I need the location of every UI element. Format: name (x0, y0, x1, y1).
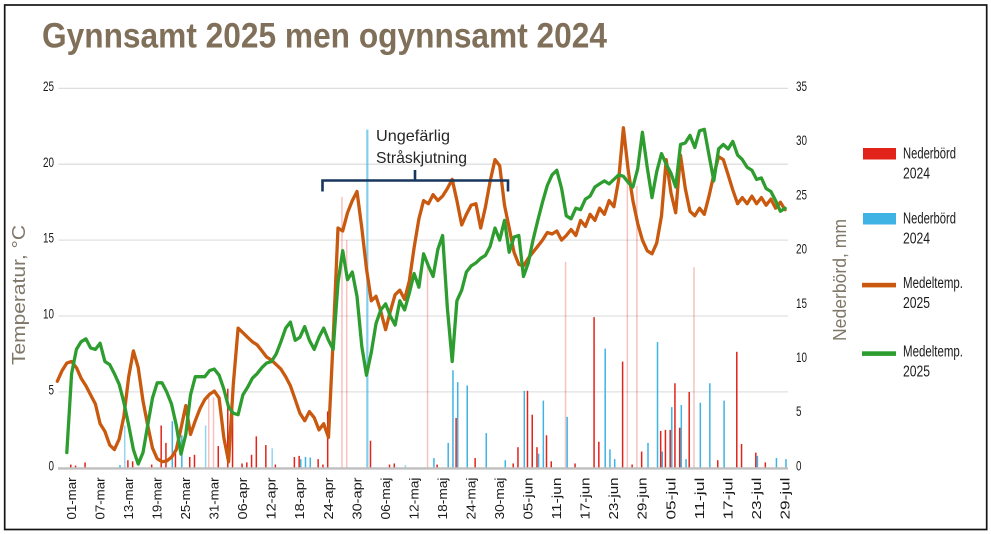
svg-text:24-maj: 24-maj (464, 477, 479, 519)
svg-text:30: 30 (796, 133, 807, 148)
svg-text:30-apr: 30-apr (349, 477, 364, 520)
svg-text:2024: 2024 (903, 166, 930, 183)
svg-text:24-apr: 24-apr (321, 477, 336, 520)
svg-text:Medeltemp.: Medeltemp. (903, 344, 963, 361)
svg-text:Nederbörd, mm: Nederbörd, mm (830, 219, 850, 341)
svg-text:19-mar: 19-mar (150, 477, 165, 520)
svg-text:15: 15 (796, 296, 807, 311)
svg-text:20: 20 (43, 155, 54, 170)
svg-text:5: 5 (796, 404, 802, 419)
svg-text:0: 0 (49, 458, 55, 473)
svg-text:35: 35 (796, 79, 807, 94)
svg-text:31-mar: 31-mar (207, 477, 222, 520)
svg-text:01-mar: 01-mar (64, 477, 79, 520)
svg-text:20: 20 (796, 242, 807, 257)
svg-text:25: 25 (43, 79, 54, 94)
svg-text:18-maj: 18-maj (435, 477, 450, 519)
svg-text:25: 25 (796, 187, 807, 202)
svg-text:07-mar: 07-mar (92, 477, 107, 520)
svg-text:Ungefärlig: Ungefärlig (376, 128, 450, 145)
svg-text:Medeltemp.: Medeltemp. (903, 275, 963, 292)
svg-text:18-apr: 18-apr (292, 477, 307, 520)
svg-text:Gynnsamt 2025 men ogynnsamt 20: Gynnsamt 2025 men ogynnsamt 2024 (42, 17, 607, 56)
svg-text:11-jun: 11-jun (549, 478, 564, 520)
svg-text:12-apr: 12-apr (264, 477, 279, 520)
svg-text:Nederbörd: Nederbörd (903, 211, 956, 228)
svg-text:Nederbörd: Nederbörd (903, 146, 956, 163)
svg-text:29-jun: 29-jun (635, 478, 650, 520)
svg-text:5: 5 (49, 383, 55, 398)
svg-text:05-jun: 05-jun (521, 478, 536, 520)
svg-text:23-jul: 23-jul (749, 477, 764, 519)
svg-text:17-jun: 17-jun (578, 478, 593, 520)
svg-text:2025: 2025 (903, 295, 930, 312)
svg-text:23-jun: 23-jun (606, 478, 621, 520)
svg-text:29-jul: 29-jul (777, 477, 792, 519)
svg-text:13-mar: 13-mar (121, 477, 136, 520)
svg-text:06-apr: 06-apr (235, 477, 250, 520)
svg-text:15: 15 (43, 231, 54, 246)
svg-text:10: 10 (796, 350, 807, 365)
svg-text:2025: 2025 (903, 364, 930, 381)
svg-text:06-maj: 06-maj (378, 477, 393, 519)
svg-text:05-jul: 05-jul (663, 477, 678, 519)
svg-text:Temperatur, °C: Temperatur, °C (9, 225, 29, 365)
svg-text:0: 0 (796, 458, 802, 473)
svg-text:Stråskjutning: Stråskjutning (376, 149, 467, 167)
svg-text:12-maj: 12-maj (406, 477, 421, 519)
svg-text:30-maj: 30-maj (492, 477, 507, 519)
svg-text:11-jul: 11-jul (692, 477, 707, 519)
svg-text:2024: 2024 (903, 231, 930, 248)
svg-text:10: 10 (43, 307, 54, 322)
svg-text:25-mar: 25-mar (178, 477, 193, 520)
svg-text:17-jul: 17-jul (720, 477, 735, 519)
